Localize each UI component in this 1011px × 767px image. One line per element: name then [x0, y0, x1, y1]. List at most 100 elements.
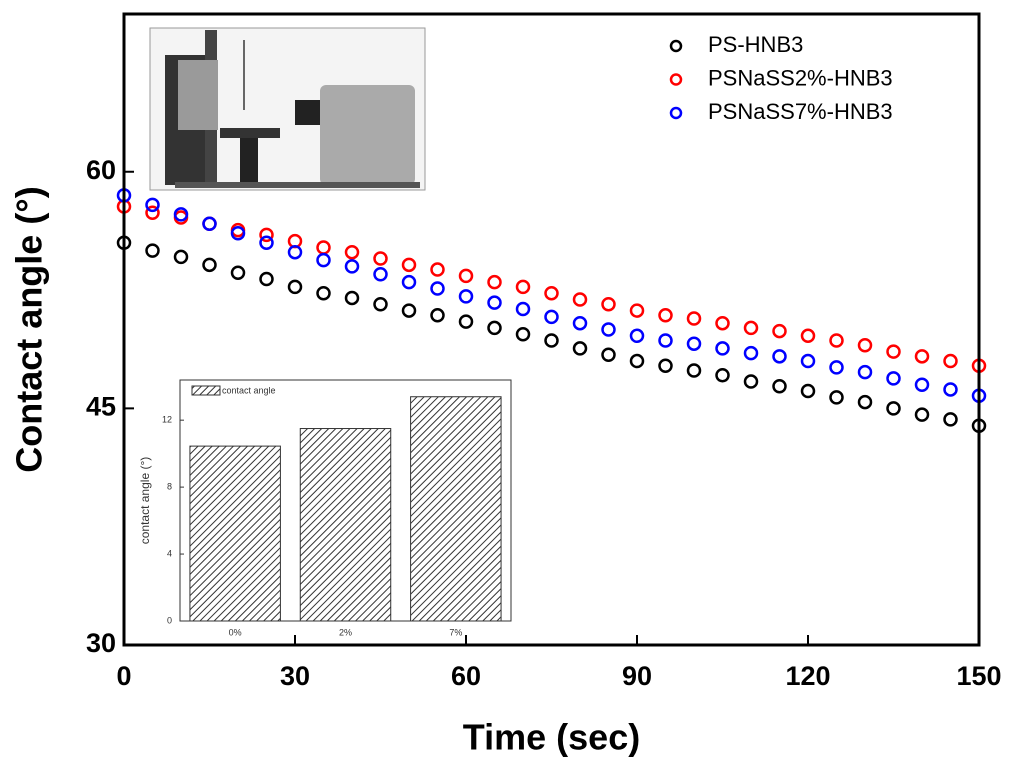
data-point	[715, 367, 730, 383]
legend-marker	[669, 39, 683, 53]
data-point	[800, 353, 816, 369]
data-point	[857, 394, 873, 410]
data-point	[601, 297, 616, 312]
data-point	[914, 407, 930, 422]
data-point	[715, 315, 730, 331]
y-tick-label: 12	[162, 415, 172, 425]
y-axis-title: Contact angle (°)	[9, 186, 50, 472]
data-point	[487, 295, 502, 310]
data-point	[344, 259, 360, 274]
data-point	[772, 349, 787, 364]
data-point	[800, 383, 816, 399]
data-point	[629, 328, 645, 344]
x-tick-label: 60	[451, 661, 481, 691]
data-point	[173, 207, 189, 222]
data-point	[601, 322, 616, 337]
legend-marker	[669, 73, 683, 86]
data-point	[401, 257, 417, 273]
y-tick-label: 60	[86, 155, 116, 185]
legend-swatch	[191, 385, 221, 396]
data-point	[515, 279, 531, 295]
data-point	[914, 349, 930, 364]
data-point	[145, 205, 160, 221]
data-point	[373, 297, 388, 312]
data-point	[230, 226, 246, 241]
data-point	[886, 344, 901, 359]
data-point	[458, 314, 474, 329]
data-point	[430, 262, 445, 277]
data-point	[316, 240, 331, 255]
x-tick-label: 2%	[339, 627, 352, 637]
legend-label: PSNaSS7%-HNB3	[708, 99, 893, 124]
data-point	[401, 303, 417, 318]
data-point	[544, 333, 559, 348]
x-tick-label: 90	[622, 661, 652, 691]
data-point	[259, 227, 274, 243]
y-axis-title: contact angle (°)	[138, 457, 152, 545]
data-point	[914, 377, 930, 392]
data-point	[857, 364, 873, 380]
data-point	[544, 285, 559, 301]
data-point	[202, 216, 217, 232]
data-point	[515, 301, 531, 317]
y-tick-label: 30	[86, 628, 116, 658]
data-point	[316, 285, 331, 301]
y-tick-label: 0	[167, 615, 172, 625]
bar	[299, 428, 392, 622]
data-point	[686, 336, 702, 351]
x-axis-title: Time (sec)	[463, 717, 640, 758]
data-point	[202, 257, 217, 273]
main-chart: PS-HNB3 PSNaSS2%-HNB3 PSNaSS7%-HNB3 0 30 60 90…	[9, 12, 1002, 758]
data-point	[316, 252, 331, 268]
data-point	[430, 281, 445, 296]
data-point	[145, 197, 160, 213]
apparatus-photo	[149, 27, 426, 191]
data-point	[686, 363, 702, 378]
data-point	[743, 345, 759, 361]
legend-label: contact angle	[222, 385, 276, 395]
data-point	[658, 308, 673, 323]
data-point	[686, 311, 702, 326]
x-tick-label: 30	[280, 661, 310, 691]
data-point	[572, 292, 588, 307]
data-point	[259, 235, 274, 250]
y-tick-label: 4	[167, 548, 172, 558]
data-point	[829, 333, 844, 348]
data-point	[857, 338, 873, 353]
inset-chart: contact angle 0% 2% 7% 0 4 8 12 contact angle (°…	[138, 379, 512, 637]
x-tick-label: 150	[956, 661, 1001, 691]
data-point	[401, 274, 417, 290]
x-tick-label: 120	[785, 661, 830, 691]
data-point	[458, 268, 474, 284]
data-point	[829, 390, 844, 405]
data-point	[572, 315, 588, 331]
data-point	[800, 328, 816, 344]
data-point	[487, 320, 502, 336]
legend-marker	[669, 106, 683, 120]
data-point	[943, 353, 958, 369]
data-point	[629, 303, 645, 318]
data-point	[344, 244, 360, 260]
data-point	[943, 412, 958, 427]
data-point	[943, 382, 958, 397]
data-point	[658, 333, 673, 348]
data-point	[572, 341, 588, 356]
x-tick-label: 7%	[449, 627, 462, 637]
data-point	[658, 358, 673, 374]
data-point	[743, 320, 759, 336]
data-point	[287, 279, 303, 295]
data-point	[772, 323, 787, 339]
data-point	[629, 353, 645, 369]
legend-label: PS-HNB3	[708, 32, 803, 57]
data-point	[373, 251, 388, 266]
data-point	[344, 290, 360, 306]
y-tick-label: 45	[86, 392, 116, 422]
data-point	[373, 267, 388, 282]
plot-frame	[122, 12, 981, 647]
data-point	[515, 326, 531, 342]
data-point	[544, 309, 559, 325]
legend-label: PSNaSS2%-HNB3	[708, 65, 893, 90]
data-point	[173, 249, 189, 265]
data-point	[743, 374, 759, 389]
